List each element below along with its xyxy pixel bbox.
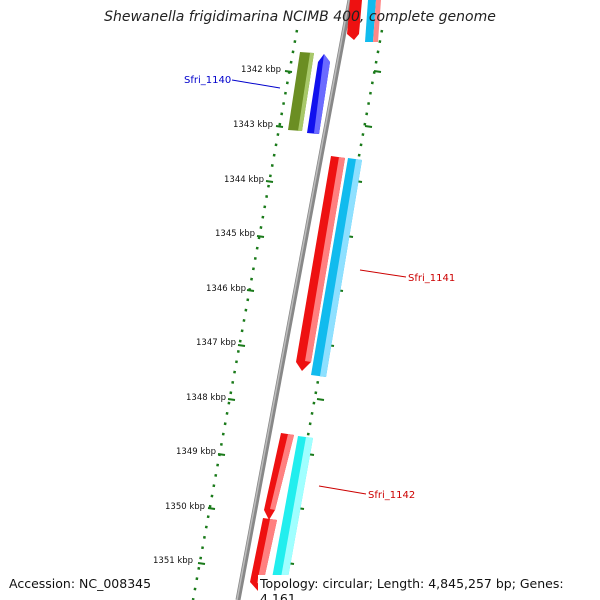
major-tick [265,180,274,183]
kbp-label-1349: 1349 kbp [176,447,216,457]
major-tick [227,398,236,401]
gene-sfri-1141[interactable] [311,158,362,377]
gene-label-sfri-1141[interactable]: Sfri_1141 [408,273,455,284]
gene-label-sfri-1140[interactable]: Sfri_1140 [184,75,231,86]
kbp-label-1347: 1347 kbp [196,338,236,348]
accession-text: Accession: NC_008345 [7,575,154,592]
major-tick [284,70,293,73]
map-title: Shewanella frigidimarina NCIMB 400, comp… [104,9,496,25]
kbp-scale: 1342 kbp 1343 kbp 1344 kbp 1345 kbp 1346… [153,65,382,566]
major-tick [237,344,246,347]
gene-red-cds-1142a[interactable] [264,433,294,520]
gene-red-cds-1141[interactable] [296,156,345,371]
major-tick [207,507,216,510]
gene-top-partial[interactable] [347,0,381,42]
kbp-label-1343: 1343 kbp [233,120,273,130]
genome-backbone [235,0,353,600]
kbp-label-1348: 1348 kbp [186,393,226,403]
gene-olive-cds[interactable] [288,52,314,131]
gene-sfri-1142[interactable] [268,436,313,600]
gene-sfri-1140[interactable] [307,54,330,134]
right-minor-tick-track [276,29,384,600]
callout-line-sfri-1140 [231,79,281,89]
kbp-label-1342: 1342 kbp [241,65,281,75]
kbp-label-1346: 1346 kbp [206,284,246,294]
left-minor-tick-track [191,29,299,600]
genome-summary-text: Topology: circular; Length: 4,845,257 bp… [258,575,600,600]
kbp-label-1351: 1351 kbp [153,556,193,566]
major-tick [316,398,325,401]
callout-line-sfri-1141 [359,269,407,278]
kbp-label-1344: 1344 kbp [224,175,264,185]
major-tick [364,125,373,128]
gene-red-cds-1142b[interactable] [250,518,277,591]
major-tick [373,70,382,73]
major-tick [275,125,284,128]
kbp-label-1350: 1350 kbp [165,502,205,512]
major-tick [217,453,226,456]
genome-backbone-highlight [236,0,350,600]
gene-label-sfri-1142[interactable]: Sfri_1142 [368,490,415,501]
major-tick [246,289,255,292]
kbp-label-1345: 1345 kbp [215,229,255,239]
major-tick [197,562,206,565]
callout-line-sfri-1142 [318,485,367,495]
major-tick [256,235,265,238]
